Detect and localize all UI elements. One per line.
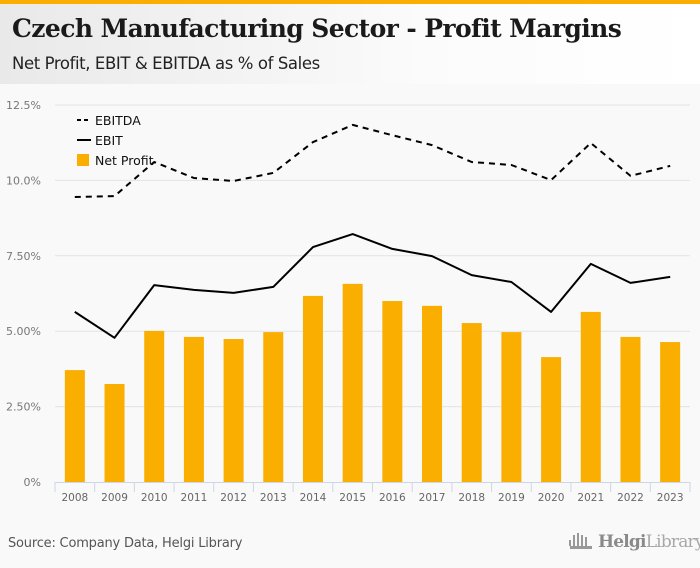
net-profit-bar	[660, 342, 681, 482]
logo-light: Library.	[645, 532, 700, 552]
x-tick-label: 2017	[419, 492, 446, 504]
legend-ebitda-label: EBITDA	[95, 113, 141, 128]
y-tick-label: 12.5%	[6, 99, 41, 112]
series-lines	[74, 123, 671, 339]
net-profit-bar	[64, 370, 85, 482]
legend-ebit-label: EBIT	[95, 133, 123, 148]
source-note: Source: Company Data, Helgi Library	[8, 536, 243, 551]
y-axis-ticks: 0% 2.50% 5.00% 7.50% 10.0% 12.5%	[6, 99, 41, 489]
x-tick-label: 2008	[61, 492, 88, 504]
x-tick-label: 2012	[220, 492, 247, 504]
y-tick-label: 2.50%	[6, 401, 41, 414]
net-profit-bar	[501, 332, 522, 482]
x-tick-label: 2022	[617, 492, 644, 504]
net-profit-bar	[302, 295, 323, 482]
chart-subtitle: Net Profit, EBIT & EBITDA as % of Sales	[12, 54, 320, 73]
x-tick-label: 2013	[260, 492, 287, 504]
net-profit-bars	[64, 283, 681, 482]
legend-net-profit-label: Net Profit	[95, 153, 154, 168]
accent-bar	[0, 0, 700, 4]
y-tick-label: 5.00%	[6, 325, 41, 338]
x-tick-label: 2009	[101, 492, 128, 504]
chart-header: Czech Manufacturing Sector - Profit Marg…	[0, 4, 700, 84]
x-tick-label: 2011	[181, 492, 208, 504]
y-tick-label: 7.50%	[6, 250, 41, 263]
net-profit-bar	[183, 336, 204, 482]
y-tick-label: 10.0%	[6, 174, 41, 187]
net-profit-bar	[104, 383, 125, 482]
x-tick-label: 2016	[379, 492, 406, 504]
logo-bold: Helgi	[598, 532, 646, 552]
x-tick-label: 2010	[141, 492, 168, 504]
legend-net-profit-swatch	[77, 154, 89, 166]
ebitda-line	[74, 123, 671, 198]
net-profit-bar	[620, 336, 641, 482]
net-profit-bar	[263, 332, 284, 482]
y-tick-label: 0%	[24, 476, 41, 489]
x-tick-label: 2021	[577, 492, 604, 504]
net-profit-bar	[144, 330, 165, 482]
ebit-line	[74, 233, 671, 339]
x-tick-label: 2019	[498, 492, 525, 504]
x-tick-label: 2014	[300, 492, 327, 504]
x-tick-label: 2023	[657, 492, 684, 504]
legend: EBITDA EBIT Net Profit	[77, 113, 154, 168]
net-profit-bar	[342, 283, 363, 482]
net-profit-bar	[382, 301, 403, 482]
net-profit-bar	[223, 339, 244, 482]
chart-title: Czech Manufacturing Sector - Profit Marg…	[12, 14, 622, 43]
helgi-library-logo: HelgiLibrary.	[568, 531, 700, 553]
profit-margins-chart: 0% 2.50% 5.00% 7.50% 10.0% 12.5% 2008 2009 2010…	[6, 99, 691, 504]
x-tick-label: 2015	[339, 492, 366, 504]
net-profit-bar	[422, 305, 443, 482]
x-tick-label: 2020	[538, 492, 565, 504]
x-tick-label: 2018	[458, 492, 485, 504]
net-profit-bar	[461, 323, 482, 482]
x-axis: 2008 2009 2010 2011 2012 2013 2014 2015 2016 2017…	[54, 482, 691, 504]
net-profit-bar	[541, 357, 562, 482]
library-building-icon	[569, 533, 592, 549]
net-profit-bar	[580, 311, 601, 482]
logo-text: HelgiLibrary.	[598, 532, 700, 552]
